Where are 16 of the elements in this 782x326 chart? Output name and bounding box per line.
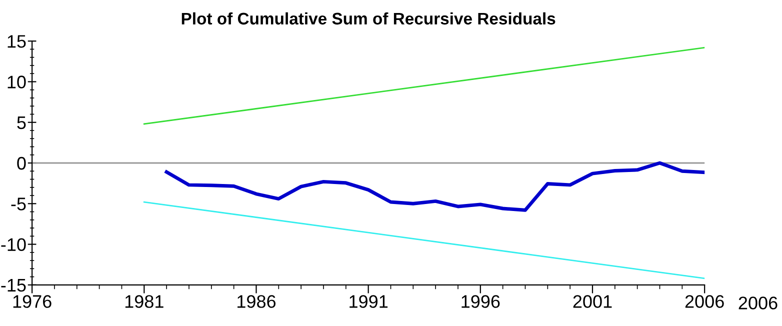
y-tick-label: -10 (1, 238, 26, 252)
x-tick-label: 1976 (13, 295, 52, 308)
x-tick-label: 1981 (125, 295, 164, 308)
y-tick-label: 15 (8, 35, 26, 48)
x-tick-label: 1991 (350, 295, 388, 308)
chart-title: Plot of Cumulative Sum of Recursive Residuals (182, 12, 556, 25)
line-series (164, 161, 705, 212)
y-tick-label: 0 (17, 156, 26, 170)
x-tick-label: 2006 (685, 295, 724, 308)
x-tick-label: 1996 (462, 295, 500, 308)
y-tick-label: -15 (1, 279, 26, 292)
y-tick-label: 10 (8, 76, 26, 88)
y-tick-label: 5 (17, 116, 26, 130)
x-tick-label: 1986 (238, 295, 276, 308)
x-tick-label: 2001 (573, 295, 612, 308)
y-tick-label: -5 (11, 198, 26, 210)
